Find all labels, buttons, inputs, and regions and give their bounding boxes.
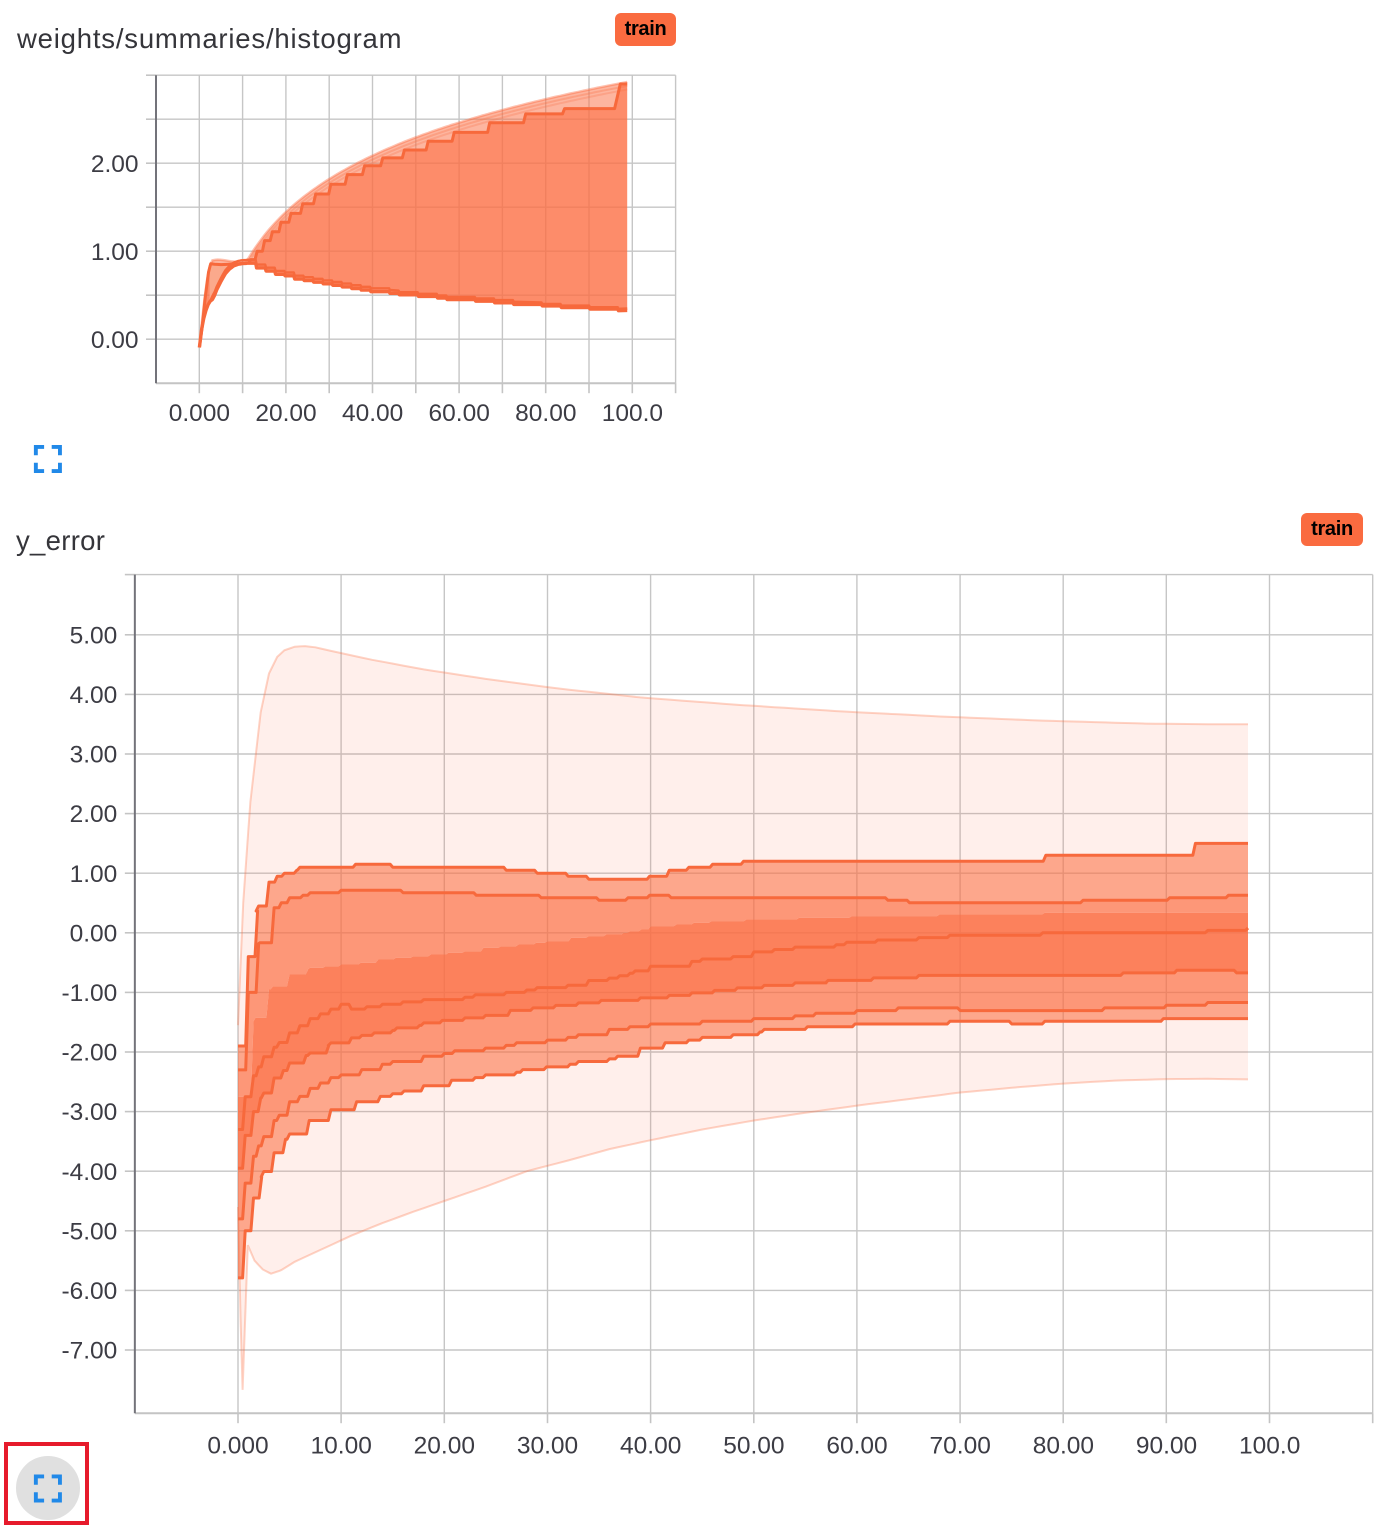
svg-text:80.00: 80.00: [1033, 1432, 1094, 1459]
svg-text:-5.00: -5.00: [61, 1218, 117, 1245]
svg-text:-7.00: -7.00: [61, 1338, 117, 1365]
svg-text:1.00: 1.00: [70, 861, 118, 888]
svg-text:-3.00: -3.00: [61, 1099, 117, 1126]
svg-text:4.00: 4.00: [70, 682, 118, 709]
svg-text:20.00: 20.00: [414, 1432, 475, 1459]
svg-text:60.00: 60.00: [429, 400, 490, 427]
svg-text:50.00: 50.00: [723, 1432, 784, 1459]
svg-text:0.000: 0.000: [207, 1432, 268, 1459]
svg-text:2.00: 2.00: [70, 801, 118, 828]
svg-text:20.00: 20.00: [255, 400, 316, 427]
svg-text:30.00: 30.00: [517, 1432, 578, 1459]
svg-text:5.00: 5.00: [70, 622, 118, 649]
svg-text:0.00: 0.00: [70, 920, 118, 947]
svg-text:-4.00: -4.00: [61, 1159, 117, 1186]
svg-text:1.00: 1.00: [91, 239, 139, 266]
svg-text:80.00: 80.00: [515, 400, 576, 427]
svg-text:-1.00: -1.00: [61, 980, 117, 1007]
svg-text:3.00: 3.00: [70, 742, 118, 769]
svg-text:60.00: 60.00: [826, 1432, 887, 1459]
svg-text:70.00: 70.00: [930, 1432, 991, 1459]
svg-text:10.00: 10.00: [311, 1432, 372, 1459]
svg-text:100.0: 100.0: [602, 400, 663, 427]
svg-text:40.00: 40.00: [620, 1432, 681, 1459]
svg-text:2.00: 2.00: [91, 151, 139, 178]
svg-text:-2.00: -2.00: [61, 1040, 117, 1067]
svg-text:40.00: 40.00: [342, 400, 403, 427]
svg-text:0.00: 0.00: [91, 327, 139, 354]
svg-text:0.000: 0.000: [169, 400, 230, 427]
svg-text:90.00: 90.00: [1136, 1432, 1197, 1459]
svg-text:100.0: 100.0: [1239, 1432, 1300, 1459]
svg-text:-6.00: -6.00: [61, 1278, 117, 1305]
